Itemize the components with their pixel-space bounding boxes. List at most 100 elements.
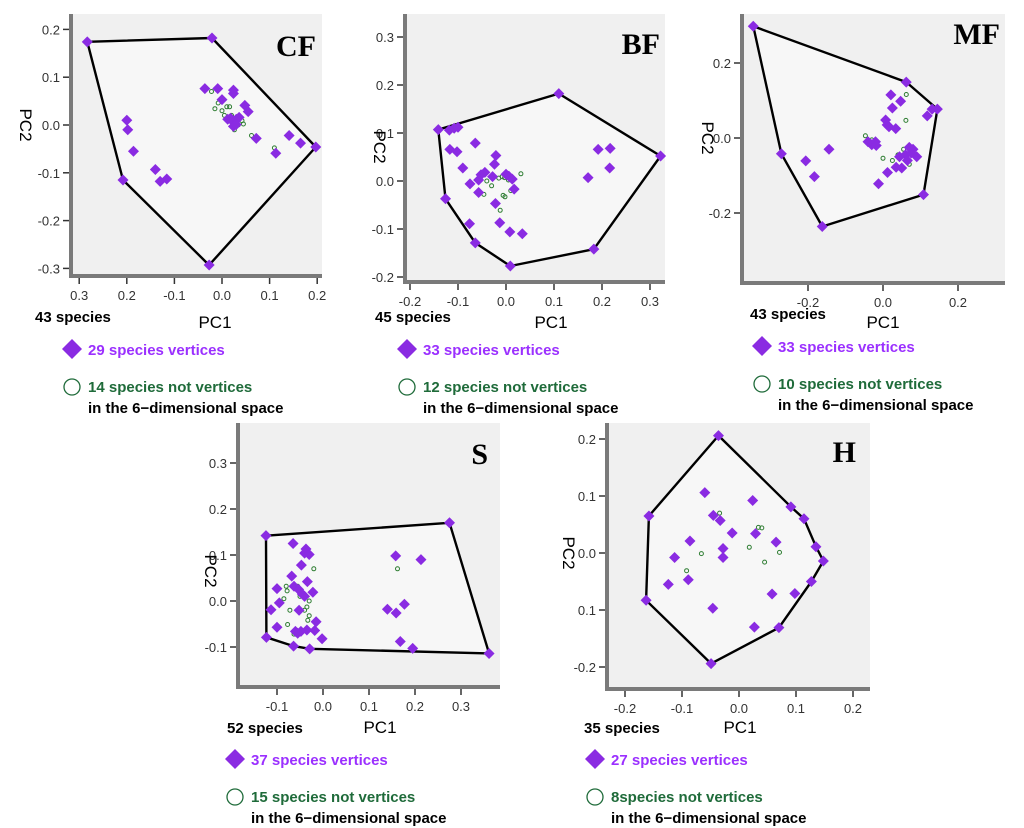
x-tick-label: 0.1 [261,288,279,303]
x-tick-label: 0.3 [452,699,470,714]
x-tick-label: 0.2 [949,295,967,310]
legend-subtitle: in the 6−dimensional space [611,810,806,827]
y-tick-label: -0.1 [38,166,60,181]
species-count: 43 species [35,309,111,326]
legend-vertices-label: 37 species vertices [251,752,388,769]
panel-title: MF [953,18,1000,51]
vertex-point [494,217,506,229]
vertex-point [250,132,262,144]
vertex-point [390,607,402,619]
non-vertex-point [755,524,761,530]
vertex-point [714,515,726,527]
vertex-point [398,598,410,610]
vertex-point [808,171,820,183]
non-vertex-point [777,549,782,555]
y-tick-label: 0.0 [376,174,394,189]
vertex-point [260,530,272,542]
non-vertex-point [224,104,230,110]
x-tick-label: 0.3 [641,294,659,309]
legend-non-vertex-icon [63,378,81,396]
vertex-point [488,158,500,170]
vertex-point [489,198,501,210]
legend-non-vertex-icon [226,788,244,806]
vertex-point [870,140,882,151]
vertex-point [407,642,419,654]
y-tick-label: 0.0 [209,594,227,609]
vertex-point [117,174,129,186]
y-tick-label: 0.1 [578,603,596,618]
legend-vertices-label: 33 species vertices [423,342,560,359]
legend-vertex-icon [397,339,417,359]
vertex-point [669,552,681,564]
legend-not-vertices-label: 14 species not vertices [88,379,252,396]
vertex-point [712,430,724,442]
vertex-point [766,588,778,600]
vertex-point [816,221,828,232]
x-tick-label: -0.1 [163,288,185,303]
legend: 37 species vertices 15 species not vertic… [225,749,446,827]
vertex-point [230,119,242,131]
vertex-point [516,228,528,240]
y-tick-label: -0.2 [709,206,731,221]
non-vertex-point [903,117,909,123]
vertex-point [273,597,285,609]
vertex-point [684,535,696,547]
vertex-point [895,95,907,107]
non-vertex-point [889,158,895,163]
vertex-point [452,121,464,133]
legend-vertices-label: 27 species vertices [611,752,748,769]
legend-not-vertices-label: 8species not vertices [611,789,763,806]
vertex-point [451,146,463,158]
x-axis-title: PC1 [723,718,756,737]
y-tick-label: -0.1 [205,640,227,655]
vertex-point [926,103,938,115]
legend: 27 species vertices 8species not vertices… [585,749,806,827]
vertex-point [508,183,520,195]
vertex-point [643,510,655,522]
vertex-point [640,594,652,606]
non-vertex-point [484,178,490,184]
vertex-point [785,501,797,513]
y-tick-label: -0.2 [38,214,60,229]
x-axis-title: PC1 [866,313,899,332]
vertex-point [161,173,173,185]
vertex-point [415,554,427,566]
x-tick-label: 0.1 [787,701,805,716]
x-tick-label: 0.0 [213,288,231,303]
vertex-point [122,124,134,136]
legend-subtitle: in the 6−dimensional space [251,810,446,827]
vertex-point [810,541,822,553]
y-tick-label: -0.2 [574,660,596,675]
x-tick-label: 0.2 [593,294,611,309]
vertex-point [823,143,835,155]
non-vertex-point [287,607,293,613]
non-vertex-point [395,566,400,572]
vertex-point [682,574,694,586]
x-tick-label: 0.2 [118,288,136,303]
legend-non-vertex-icon [753,375,771,393]
legend-vertex-icon [62,339,82,359]
vertex-point [747,20,759,32]
y-tick-label: 0.2 [209,502,227,517]
vertex-point [469,137,481,149]
non-vertex-point [209,89,214,94]
x-tick-label: -0.1 [671,701,693,716]
vertex-point [121,114,133,126]
vertex-point [287,538,299,549]
vertex-point [705,658,717,670]
non-vertex-point [746,544,752,550]
vertex-point [655,150,667,162]
vertex-point [479,166,491,178]
vertex-point [286,570,298,582]
y-tick-label: 0.3 [376,30,394,45]
y-tick-label: 0.0 [713,131,731,146]
vertex-point [873,178,884,190]
y-axis-title: PC2 [559,536,578,569]
y-tick-label: 0.2 [376,78,394,93]
panel-title: BF [622,28,660,61]
convex-hull [86,36,317,267]
vertex-point [805,576,817,587]
vertex-point [203,259,215,271]
vertex-point [444,517,455,529]
non-vertex-point [698,551,704,557]
